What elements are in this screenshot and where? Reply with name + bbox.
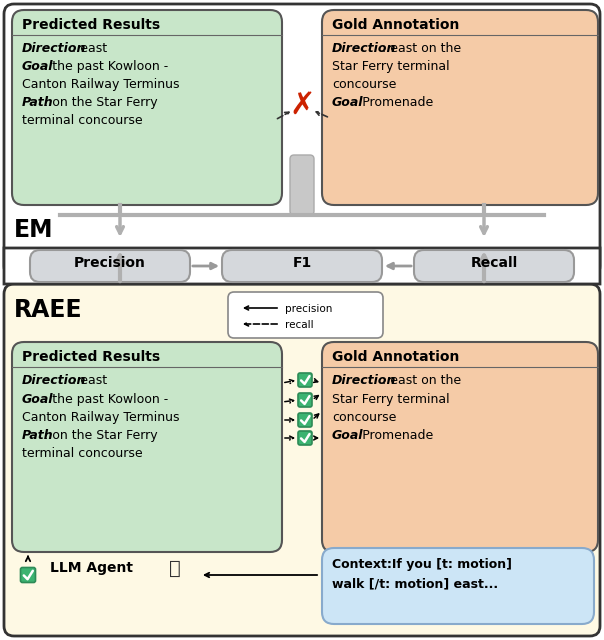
Text: Context:If you [t: motion]: Context:If you [t: motion] [332, 558, 512, 571]
FancyBboxPatch shape [322, 342, 598, 552]
Text: : on the Star Ferry: : on the Star Ferry [44, 429, 158, 442]
FancyBboxPatch shape [4, 248, 600, 284]
FancyBboxPatch shape [290, 155, 314, 215]
Text: Direction: Direction [22, 374, 86, 387]
FancyBboxPatch shape [298, 373, 312, 387]
Text: Goal: Goal [332, 429, 364, 442]
Text: : east on the: : east on the [382, 374, 461, 387]
FancyBboxPatch shape [12, 342, 282, 552]
Text: : the past Kowloon -: : the past Kowloon - [44, 60, 169, 73]
Text: Goal: Goal [22, 393, 54, 406]
Text: F1: F1 [292, 256, 312, 270]
Text: LLM Agent: LLM Agent [50, 561, 133, 575]
Text: recall: recall [285, 320, 313, 330]
Text: : on the Star Ferry: : on the Star Ferry [44, 96, 158, 109]
Text: Direction: Direction [332, 42, 396, 55]
Text: Path: Path [22, 429, 54, 442]
FancyBboxPatch shape [4, 284, 600, 636]
FancyBboxPatch shape [298, 431, 312, 445]
FancyBboxPatch shape [228, 292, 383, 338]
FancyBboxPatch shape [322, 548, 594, 624]
Text: Star Ferry terminal: Star Ferry terminal [332, 60, 449, 73]
FancyBboxPatch shape [322, 10, 598, 205]
Text: concourse: concourse [332, 78, 396, 91]
Text: : east: : east [72, 42, 108, 55]
FancyBboxPatch shape [30, 250, 190, 282]
Text: : east on the: : east on the [382, 42, 461, 55]
FancyBboxPatch shape [298, 393, 312, 407]
Text: Canton Railway Terminus: Canton Railway Terminus [22, 78, 179, 91]
Text: concourse: concourse [332, 411, 396, 424]
Text: Direction: Direction [22, 42, 86, 55]
FancyBboxPatch shape [222, 250, 382, 282]
Text: : the past Kowloon -: : the past Kowloon - [44, 393, 169, 406]
FancyBboxPatch shape [414, 250, 574, 282]
Text: Recall: Recall [471, 256, 518, 270]
FancyBboxPatch shape [12, 10, 282, 205]
FancyBboxPatch shape [4, 4, 600, 276]
Text: Star Ferry terminal: Star Ferry terminal [332, 393, 449, 406]
FancyBboxPatch shape [21, 568, 36, 582]
Text: EM: EM [14, 218, 54, 242]
Text: walk [/t: motion] east...: walk [/t: motion] east... [332, 577, 498, 590]
Text: precision: precision [285, 304, 332, 314]
Text: : Promenade: : Promenade [355, 96, 434, 109]
Text: RAEE: RAEE [14, 298, 83, 322]
FancyBboxPatch shape [298, 413, 312, 427]
Text: Gold Annotation: Gold Annotation [332, 18, 460, 32]
Text: terminal concourse: terminal concourse [22, 114, 143, 127]
Text: : Promenade: : Promenade [355, 429, 434, 442]
Text: Goal: Goal [22, 60, 54, 73]
Text: Predicted Results: Predicted Results [22, 18, 160, 32]
Text: Goal: Goal [332, 96, 364, 109]
Text: Path: Path [22, 96, 54, 109]
Text: Canton Railway Terminus: Canton Railway Terminus [22, 411, 179, 424]
Text: Gold Annotation: Gold Annotation [332, 350, 460, 364]
Text: Ⓢ: Ⓢ [169, 559, 181, 577]
Text: : east: : east [72, 374, 108, 387]
Text: Precision: Precision [74, 256, 146, 270]
Text: terminal concourse: terminal concourse [22, 447, 143, 460]
Text: ✗: ✗ [289, 90, 315, 120]
Text: Predicted Results: Predicted Results [22, 350, 160, 364]
Text: Direction: Direction [332, 374, 396, 387]
